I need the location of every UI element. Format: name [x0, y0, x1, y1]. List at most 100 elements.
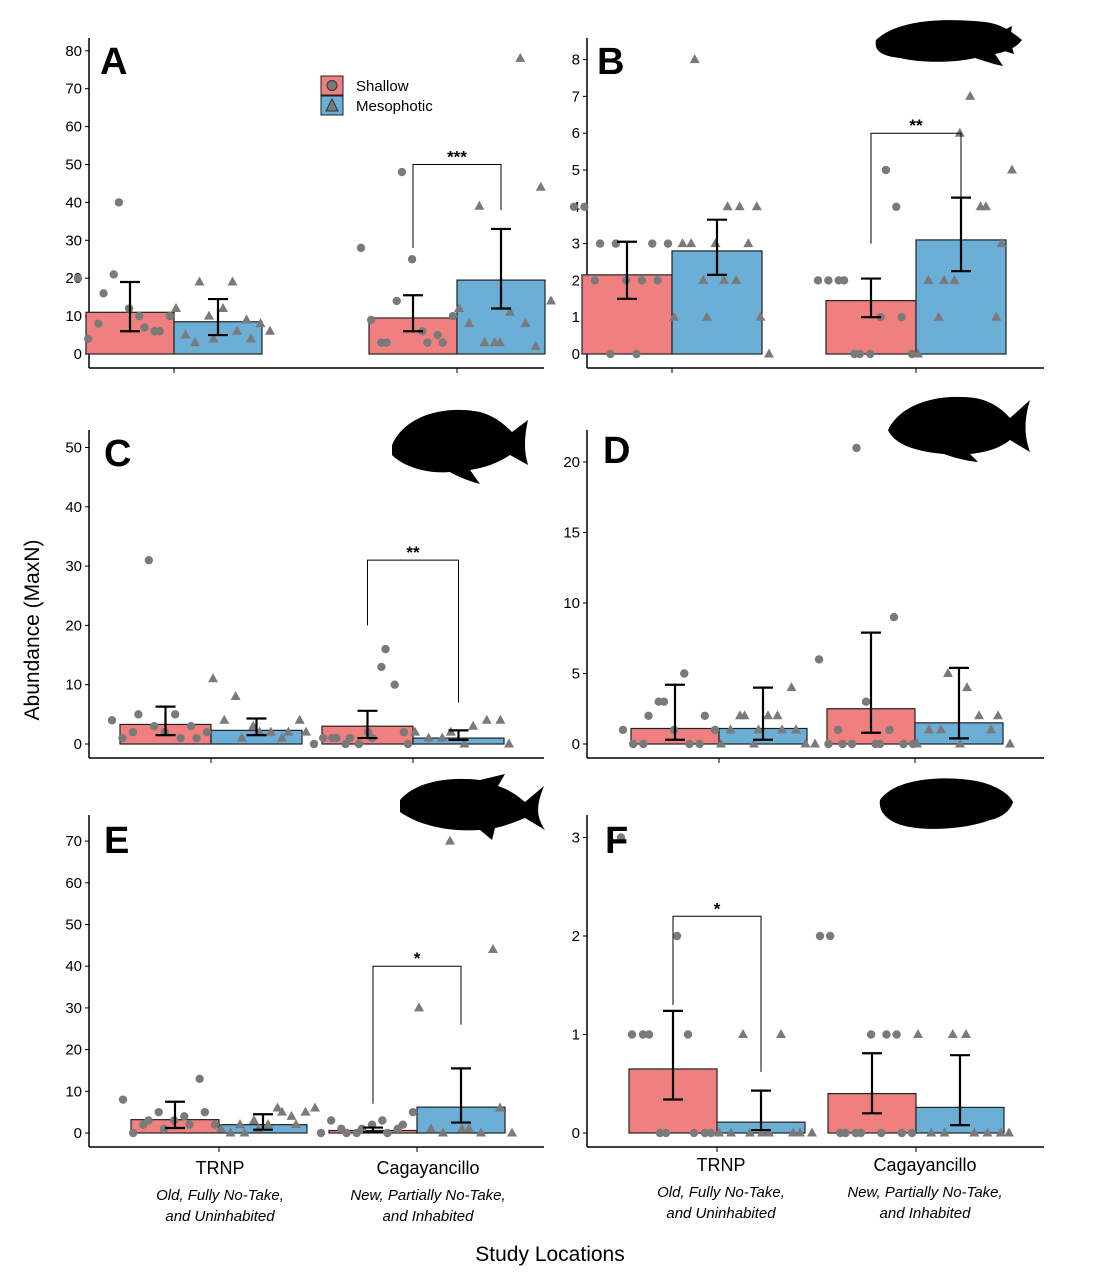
y-tick-label: 1	[572, 309, 580, 326]
data-point-mesophotic	[986, 724, 996, 734]
data-point-mesophotic	[686, 238, 697, 248]
category-label-trnp-right: TRNP Old, Fully No-Take, and Uninhabited	[591, 1155, 851, 1224]
data-point-shallow	[683, 1030, 693, 1039]
data-point-shallow	[685, 739, 694, 749]
y-tick-label: 40	[65, 194, 82, 211]
data-point-mesophotic	[414, 1002, 424, 1012]
category-subtitle-line2: and Uninhabited	[165, 1208, 275, 1225]
data-point-mesophotic	[926, 1127, 937, 1137]
data-point-shallow	[381, 644, 390, 654]
data-point-mesophotic	[772, 710, 783, 720]
data-point-shallow	[569, 202, 579, 211]
data-point-mesophotic	[438, 1127, 448, 1137]
y-tick-label: 20	[563, 454, 580, 471]
y-tick-label: 30	[65, 558, 82, 575]
data-point-mesophotic	[791, 724, 801, 734]
data-point-mesophotic	[476, 1127, 486, 1137]
data-point-shallow	[877, 1128, 886, 1138]
data-point-shallow	[109, 270, 118, 279]
y-tick-label: 40	[65, 958, 82, 975]
data-point-shallow	[200, 1107, 210, 1117]
data-point-mesophotic	[753, 724, 764, 734]
data-point-shallow	[825, 931, 835, 941]
significance-label: *	[414, 949, 421, 968]
data-point-shallow	[392, 296, 401, 306]
data-point-shallow	[680, 669, 689, 678]
significance-label: **	[909, 116, 923, 135]
y-tick-label: 0	[74, 736, 82, 753]
data-point-mesophotic	[955, 738, 965, 748]
significance-label: ***	[447, 148, 467, 167]
data-point-mesophotic	[810, 738, 820, 748]
grunt-silhouette-icon	[888, 396, 1030, 462]
data-point-mesophotic	[954, 127, 965, 137]
data-point-shallow	[637, 276, 647, 285]
data-point-mesophotic	[947, 1029, 958, 1038]
data-point-mesophotic	[171, 303, 181, 313]
data-point-mesophotic	[504, 738, 514, 748]
legend-label: Mesophotic	[356, 98, 433, 115]
snapper-silhouette-icon	[392, 409, 528, 484]
data-point-shallow	[165, 311, 175, 321]
data-point-mesophotic	[277, 732, 288, 742]
y-tick-label: 5	[572, 162, 580, 179]
y-tick-label: 5	[572, 666, 580, 683]
data-point-shallow	[865, 349, 875, 359]
data-point-mesophotic	[194, 276, 205, 286]
data-point-mesophotic	[965, 90, 976, 100]
data-point-mesophotic	[716, 738, 726, 748]
data-point-shallow	[144, 1116, 153, 1125]
data-point-mesophotic	[495, 714, 506, 724]
data-point-shallow	[889, 612, 899, 622]
data-point-mesophotic	[980, 201, 991, 211]
data-point-shallow	[397, 167, 407, 177]
data-point-mesophotic	[294, 714, 305, 724]
data-point-mesophotic	[788, 1127, 798, 1137]
data-point-mesophotic	[982, 1127, 993, 1137]
data-point-mesophotic	[468, 720, 479, 730]
data-point-shallow	[892, 1030, 901, 1039]
data-point-mesophotic	[479, 337, 490, 347]
panel-e: 0 10 20 30 40 50 60 70 * E	[65, 815, 544, 1152]
data-point-shallow	[672, 931, 682, 941]
data-point-mesophotic	[719, 274, 729, 284]
data-point-shallow	[407, 255, 417, 264]
panel-letter: C	[104, 433, 131, 475]
data-point-shallow	[318, 733, 328, 743]
panel-d: 0 5 10 15 20 D	[563, 430, 1044, 763]
data-point-shallow	[813, 276, 823, 285]
data-point-mesophotic	[1007, 164, 1017, 174]
data-point-shallow	[881, 165, 891, 175]
data-point-mesophotic	[745, 1127, 755, 1137]
data-point-mesophotic	[1005, 738, 1015, 748]
y-tick-label: 10	[65, 308, 82, 325]
data-point-mesophotic	[795, 1127, 805, 1137]
y-tick-label: 50	[65, 917, 82, 934]
data-point-mesophotic	[236, 732, 247, 742]
legend: Shallow Mesophotic	[320, 75, 433, 116]
data-point-shallow	[814, 655, 824, 664]
data-point-mesophotic	[913, 1029, 923, 1038]
data-point-shallow	[618, 725, 628, 735]
data-point-mesophotic	[459, 738, 470, 748]
data-point-shallow	[134, 710, 143, 719]
data-point-shallow	[655, 1128, 665, 1138]
data-point-shallow	[648, 239, 657, 248]
y-tick-label: 3	[572, 236, 580, 253]
data-point-shallow	[356, 243, 366, 253]
y-tick-label: 2	[572, 272, 580, 289]
data-point-shallow	[907, 1128, 917, 1138]
data-point-shallow	[159, 1124, 169, 1134]
data-point-mesophotic	[939, 1127, 950, 1137]
data-point-shallow	[377, 662, 386, 672]
data-point-mesophotic	[807, 1127, 817, 1137]
data-point-shallow	[366, 315, 376, 325]
data-point-shallow	[824, 739, 833, 749]
y-tick-label: 15	[563, 525, 580, 542]
y-tick-label: 3	[572, 830, 580, 847]
category-subtitle-line1: Old, Fully No-Take,	[156, 1187, 284, 1204]
data-point-shallow	[107, 716, 117, 725]
data-point-mesophotic	[300, 1106, 311, 1116]
